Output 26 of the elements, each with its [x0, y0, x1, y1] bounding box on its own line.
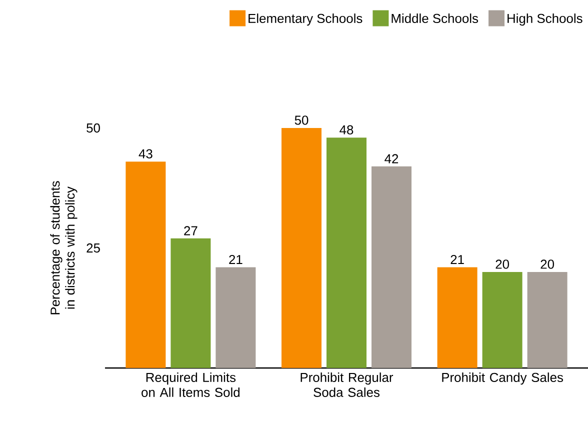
- data-label: 20: [496, 260, 510, 269]
- data-label: 50: [294, 116, 308, 125]
- data-label: 43: [138, 149, 152, 158]
- bar: [170, 238, 211, 368]
- data-label: 48: [340, 125, 354, 134]
- data-label: 20: [540, 260, 554, 269]
- bar: [282, 128, 322, 368]
- y-tick-label: 25: [86, 243, 100, 253]
- bar: [326, 138, 367, 368]
- legend-label: Middle Schools: [392, 14, 478, 24]
- legend-label: High Schools: [508, 14, 582, 26]
- bar: [216, 267, 256, 368]
- data-label: 21: [229, 254, 242, 264]
- x-tick-label: Prohibit Candy Sales: [442, 372, 564, 385]
- y-axis-title: Percentage of students in districts with policy: [50, 181, 78, 314]
- bar: [372, 166, 412, 368]
- data-label: 21: [450, 254, 464, 264]
- bar: [527, 272, 568, 368]
- data-label: 27: [184, 226, 198, 236]
- bar: [482, 272, 522, 368]
- legend-label: Elementary Schools: [248, 14, 362, 26]
- bar: [126, 162, 166, 368]
- data-label: 42: [384, 154, 398, 164]
- x-tick-label: Required Limits on All Items Sold: [142, 372, 240, 397]
- bar: [437, 267, 478, 368]
- x-tick-label: Prohibit Regular Soda Sales: [300, 372, 394, 397]
